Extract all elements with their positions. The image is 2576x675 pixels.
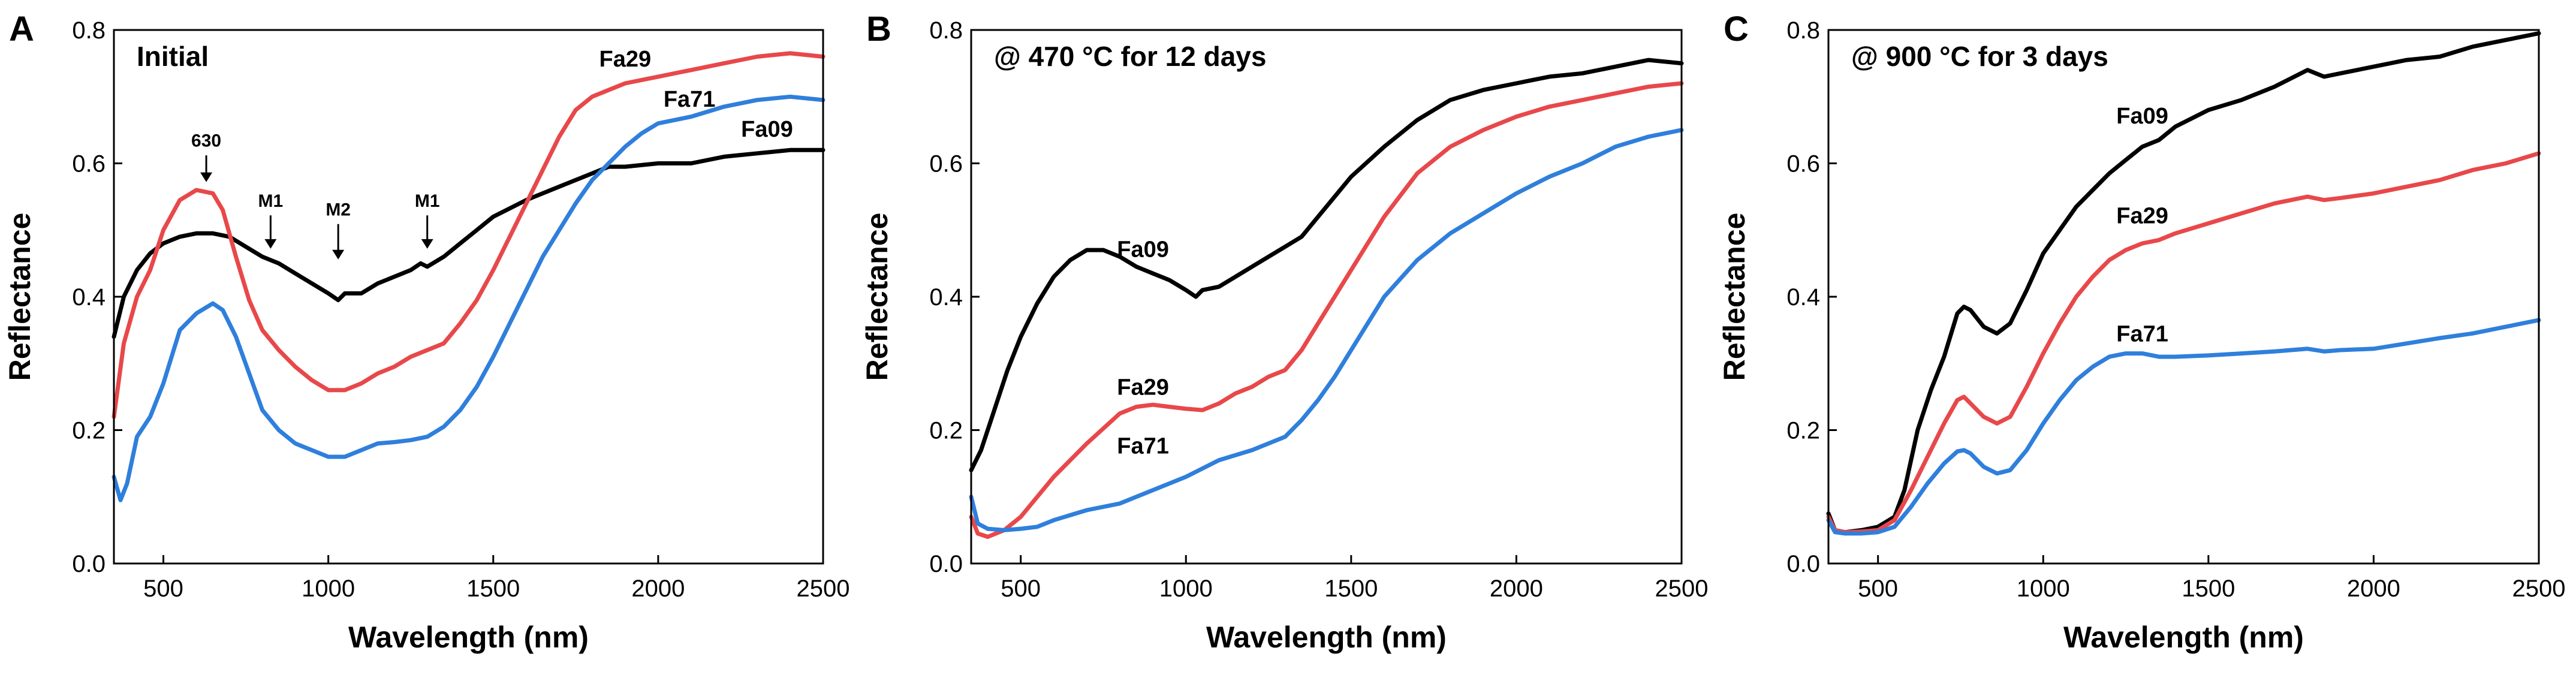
panel-letter: A [9, 10, 34, 49]
series-label-fa29: Fa29 [2116, 204, 2168, 229]
y-tick-label: 0.4 [1786, 284, 1820, 311]
y-tick-label: 0.8 [929, 17, 963, 44]
x-tick-label: 2500 [797, 575, 850, 602]
x-axis-label: Wavelength (nm) [2063, 620, 2304, 654]
panel-letter: B [866, 10, 891, 49]
y-tick-label: 0.4 [929, 284, 963, 311]
plot-frame [970, 29, 1683, 565]
panel-title: Initial [137, 41, 209, 72]
x-tick-label: 2000 [631, 575, 685, 602]
y-tick-label: 0.0 [929, 551, 963, 577]
y-axis-label: Reflectance [3, 213, 37, 381]
annotation-label: M1 [258, 191, 284, 211]
series-line-fa29 [1826, 151, 2541, 535]
x-tick-label: 2500 [1655, 575, 1709, 602]
x-tick-label: 1000 [2017, 575, 2070, 602]
series-label-fa71: Fa71 [2116, 322, 2168, 347]
annotation-label: 630 [191, 131, 221, 151]
series-line-fa71 [969, 128, 1684, 532]
series-line-fa29 [112, 51, 825, 419]
panel-letter: C [1724, 10, 1749, 49]
plot-frame [1827, 29, 2540, 565]
y-axis-label: Reflectance [860, 213, 894, 381]
y-tick-label: 0.2 [1786, 418, 1820, 444]
x-tick-label: 1000 [302, 575, 355, 602]
annotation-arrow-head [200, 172, 213, 182]
series-label-fa71: Fa71 [1117, 433, 1169, 459]
x-tick-label: 1500 [2182, 575, 2235, 602]
y-tick-label: 0.0 [1786, 551, 1820, 577]
x-tick-label: 2000 [2347, 575, 2400, 602]
annotation-arrow-head [332, 249, 345, 260]
annotation-label: M2 [326, 200, 351, 219]
series-label-fa09: Fa09 [2116, 104, 2168, 129]
series-label-fa09: Fa09 [741, 117, 793, 142]
series-label-fa29: Fa29 [1117, 375, 1169, 400]
y-tick-label: 0.6 [929, 151, 963, 177]
x-axis-label: Wavelength (nm) [1206, 620, 1447, 654]
y-tick-label: 0.6 [72, 151, 106, 177]
series-line-fa71 [112, 94, 825, 502]
panel-c: 500 1000 1500 2000 2500 0.0 0.2 0.4 0.6 0.8 Wavele… [1718, 10, 2565, 654]
x-tick-label: 500 [1001, 575, 1041, 602]
panel-a: 500 1000 1500 2000 2500 0.0 0.2 0.4 0.6 0.8 Wavele… [3, 10, 849, 654]
x-tick-label: 500 [143, 575, 183, 602]
y-tick-label: 0.2 [72, 418, 106, 444]
y-tick-label: 0.8 [72, 17, 106, 44]
series-line-fa09 [1826, 31, 2541, 535]
x-tick-label: 500 [1858, 575, 1898, 602]
annotation-arrow-head [421, 239, 433, 249]
panel-title: @ 900 °C for 3 days [1851, 41, 2108, 72]
x-tick-label: 2000 [1490, 575, 1543, 602]
panel-title: @ 470 °C for 12 days [994, 41, 1266, 72]
annotation-label: M1 [415, 191, 440, 211]
y-axis-label: Reflectance [1718, 213, 1751, 381]
y-tick-label: 0.2 [929, 418, 963, 444]
series-line-fa09 [112, 147, 825, 339]
annotation-arrow-head [264, 239, 277, 249]
series-line-fa09 [969, 58, 1684, 472]
x-tick-label: 2500 [2512, 575, 2566, 602]
y-tick-label: 0.6 [1786, 151, 1820, 177]
x-tick-label: 1500 [466, 575, 520, 602]
x-tick-label: 1500 [1324, 575, 1378, 602]
series-line-fa29 [969, 81, 1684, 539]
y-tick-label: 0.4 [72, 284, 106, 311]
series-label-fa71: Fa71 [664, 87, 716, 112]
series-label-fa09: Fa09 [1117, 237, 1169, 262]
y-tick-label: 0.8 [1786, 17, 1820, 44]
x-axis-label: Wavelength (nm) [348, 620, 589, 654]
x-tick-label: 1000 [1159, 575, 1213, 602]
series-line-fa71 [1826, 318, 2541, 536]
panel-b: 500 1000 1500 2000 2500 0.0 0.2 0.4 0.6 0.8 Wavele… [860, 10, 1708, 654]
y-tick-label: 0.0 [72, 551, 106, 577]
series-label-fa29: Fa29 [599, 47, 652, 72]
